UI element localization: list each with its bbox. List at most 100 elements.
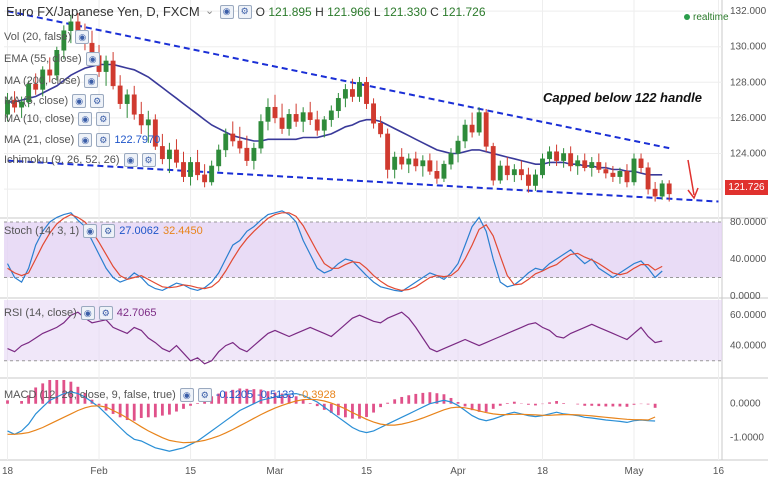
signal-line: [7, 398, 656, 444]
settings-icon[interactable]: ⚙: [96, 133, 111, 147]
candle-body: [645, 167, 651, 190]
candle-body: [195, 162, 201, 176]
visibility-icon[interactable]: ◉: [219, 4, 234, 19]
candle-body: [434, 171, 440, 179]
candle-body: [68, 21, 74, 31]
candle-body: [525, 174, 531, 186]
visibility-icon[interactable]: ◉: [80, 306, 95, 320]
candle-body: [371, 103, 376, 124]
candle-body: [420, 160, 426, 167]
candle-body: [631, 158, 637, 183]
candle-body: [476, 112, 482, 133]
candle-body: [54, 50, 60, 76]
candle-body: [533, 174, 538, 186]
candle-body: [568, 153, 574, 167]
visibility-icon[interactable]: ◉: [72, 94, 87, 108]
settings-icon[interactable]: ⚙: [141, 153, 156, 167]
stoch-band: [4, 222, 722, 278]
candle-body: [554, 151, 560, 161]
candle-body: [209, 165, 215, 183]
candle-body: [462, 124, 468, 142]
x-tick-label: Apr: [450, 466, 466, 477]
y-tick-label: 126.000: [730, 113, 767, 124]
ma21-line: [7, 63, 663, 176]
candle-body: [427, 160, 433, 172]
candle-body: [603, 169, 609, 174]
candle-body: [666, 183, 672, 195]
candle-body: [293, 114, 299, 122]
candle-body: [110, 60, 116, 87]
candle-body: [448, 153, 454, 165]
candle-body: [279, 117, 285, 129]
candle-body: [364, 82, 369, 104]
visibility-icon[interactable]: ◉: [123, 153, 138, 167]
stoch-k-line: [6, 210, 663, 293]
candle-body: [518, 169, 524, 176]
oscillator-bands: [4, 221, 722, 362]
collapse-icon[interactable]: ⌄: [205, 5, 215, 17]
candle-body: [617, 171, 623, 177]
visibility-icon[interactable]: ◉: [83, 224, 98, 238]
candle-body: [314, 119, 320, 131]
x-tick-label: 15: [185, 466, 197, 477]
candle-body: [202, 174, 208, 183]
candle-body: [469, 124, 475, 133]
settings-icon[interactable]: ⚙: [90, 94, 105, 108]
candle-body: [152, 119, 158, 147]
settings-icon[interactable]: ⚙: [98, 306, 113, 320]
visibility-icon[interactable]: ◉: [75, 30, 90, 44]
y-tick-label: 130.000: [730, 42, 767, 53]
candle-body: [307, 112, 313, 120]
visibility-icon[interactable]: ◉: [179, 388, 194, 402]
y-tick-label: 60.0000: [730, 310, 767, 321]
candle-body: [504, 165, 510, 176]
candle-body: [328, 110, 334, 120]
y-tick-label: 124.000: [730, 148, 767, 159]
lower-trendline: [7, 159, 719, 203]
candle-body: [342, 89, 348, 99]
candle-body: [230, 133, 236, 142]
candle-body: [575, 160, 581, 167]
candle-body: [5, 99, 10, 115]
candle-body: [483, 112, 489, 147]
settings-icon[interactable]: ⚙: [96, 112, 111, 126]
candle-body: [181, 162, 186, 177]
candle-body: [174, 149, 179, 163]
upper-trendline: [7, 10, 670, 150]
y-tick-label: 132.000: [730, 6, 767, 17]
candle-body: [596, 162, 602, 170]
candle-body: [265, 106, 271, 122]
candle-body: [561, 153, 567, 161]
x-tick-label: 18: [537, 466, 549, 477]
visibility-icon[interactable]: ◉: [78, 133, 93, 147]
candle-body: [385, 133, 391, 170]
visibility-icon[interactable]: ◉: [78, 112, 93, 126]
candle-body: [258, 121, 264, 149]
candle-body: [638, 158, 644, 168]
candle-body: [131, 94, 137, 115]
candle-body: [441, 163, 447, 179]
candle-body: [159, 146, 165, 160]
visibility-icon[interactable]: ◉: [85, 52, 100, 66]
candle-body: [117, 85, 123, 104]
x-tick-label: 16: [713, 466, 725, 477]
candle-body: [244, 147, 250, 161]
y-tick-label: 0.0000: [730, 291, 761, 302]
settings-icon[interactable]: ⚙: [197, 388, 212, 402]
arrow-shaft: [687, 159, 695, 196]
settings-icon[interactable]: ⚙: [237, 4, 252, 19]
macd-line: [7, 391, 656, 452]
arrow-head-icon: [687, 187, 699, 200]
candle-body: [455, 140, 461, 154]
candle-body: [61, 30, 67, 51]
stoch-d-line: [7, 212, 663, 292]
candle-body: [589, 162, 595, 168]
down-arrow: [687, 159, 699, 200]
candle-body: [413, 158, 419, 167]
settings-icon[interactable]: ⚙: [101, 224, 116, 238]
candlesticks: [5, 12, 672, 202]
candle-body: [357, 82, 362, 97]
rsi-band: [4, 300, 722, 361]
visibility-icon[interactable]: ◉: [84, 74, 99, 88]
